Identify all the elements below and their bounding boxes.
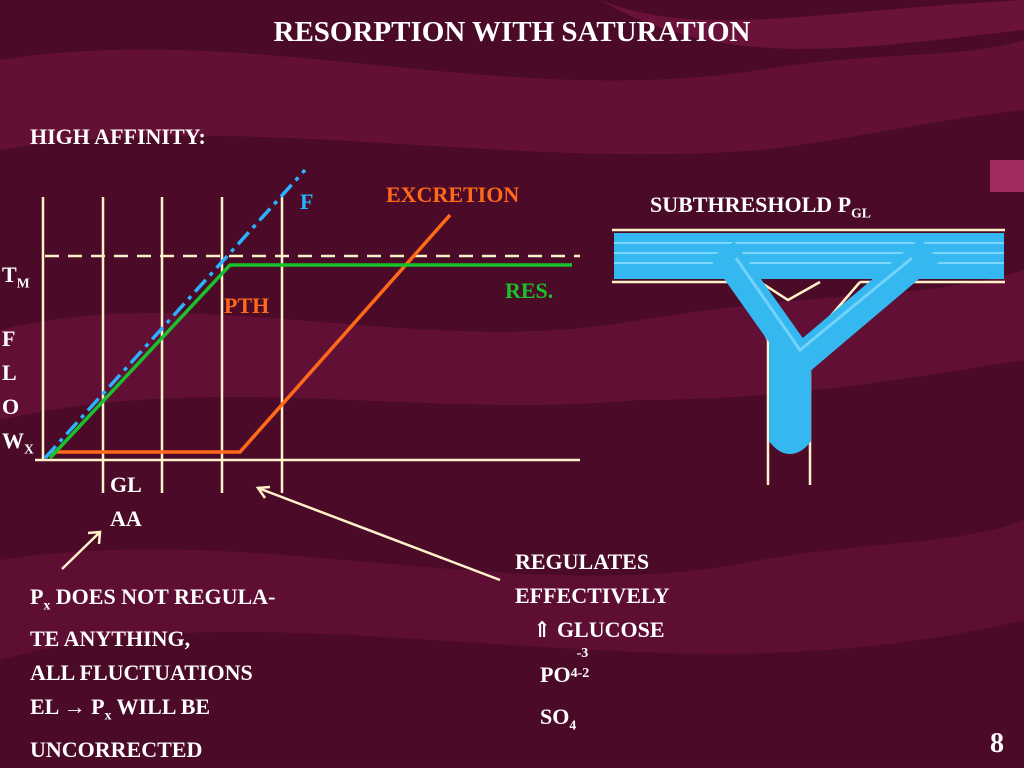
- f-label: F: [300, 189, 314, 214]
- gl-label: GL: [110, 472, 142, 497]
- left-arrow: [61, 531, 101, 570]
- right-note: REGULATES EFFECTIVELY ⇑ GLUCOSE: [515, 549, 670, 642]
- tubule-diagram: [612, 228, 1005, 485]
- right-arrow: [257, 486, 501, 582]
- left-note: Px DOES NOT REGULA- TE ANYTHING, ALL FLU…: [30, 584, 276, 762]
- slide-title: RESORPTION WITH SATURATION: [273, 16, 751, 48]
- tm-label: TM: [2, 262, 30, 291]
- excretion-line: [50, 213, 452, 454]
- up-arrow-icon: ⇑: [533, 617, 552, 642]
- subthreshold-label: SUBTHRESHOLD PGL: [650, 192, 871, 221]
- res-label: RES.: [505, 278, 554, 303]
- page-number: 8: [990, 728, 1004, 759]
- aa-label: AA: [110, 506, 142, 531]
- flow-label: F L O WX: [2, 326, 34, 457]
- resorption-line: [48, 263, 572, 460]
- high-affinity-heading: HIGH AFFINITY:: [30, 124, 206, 149]
- po-formula: PO -3 4-2: [540, 646, 590, 687]
- filtration-line: [43, 168, 307, 460]
- excretion-label: EXCRETION: [386, 182, 520, 207]
- so-formula: SO4: [540, 704, 577, 733]
- pth-label: PTH: [224, 293, 270, 318]
